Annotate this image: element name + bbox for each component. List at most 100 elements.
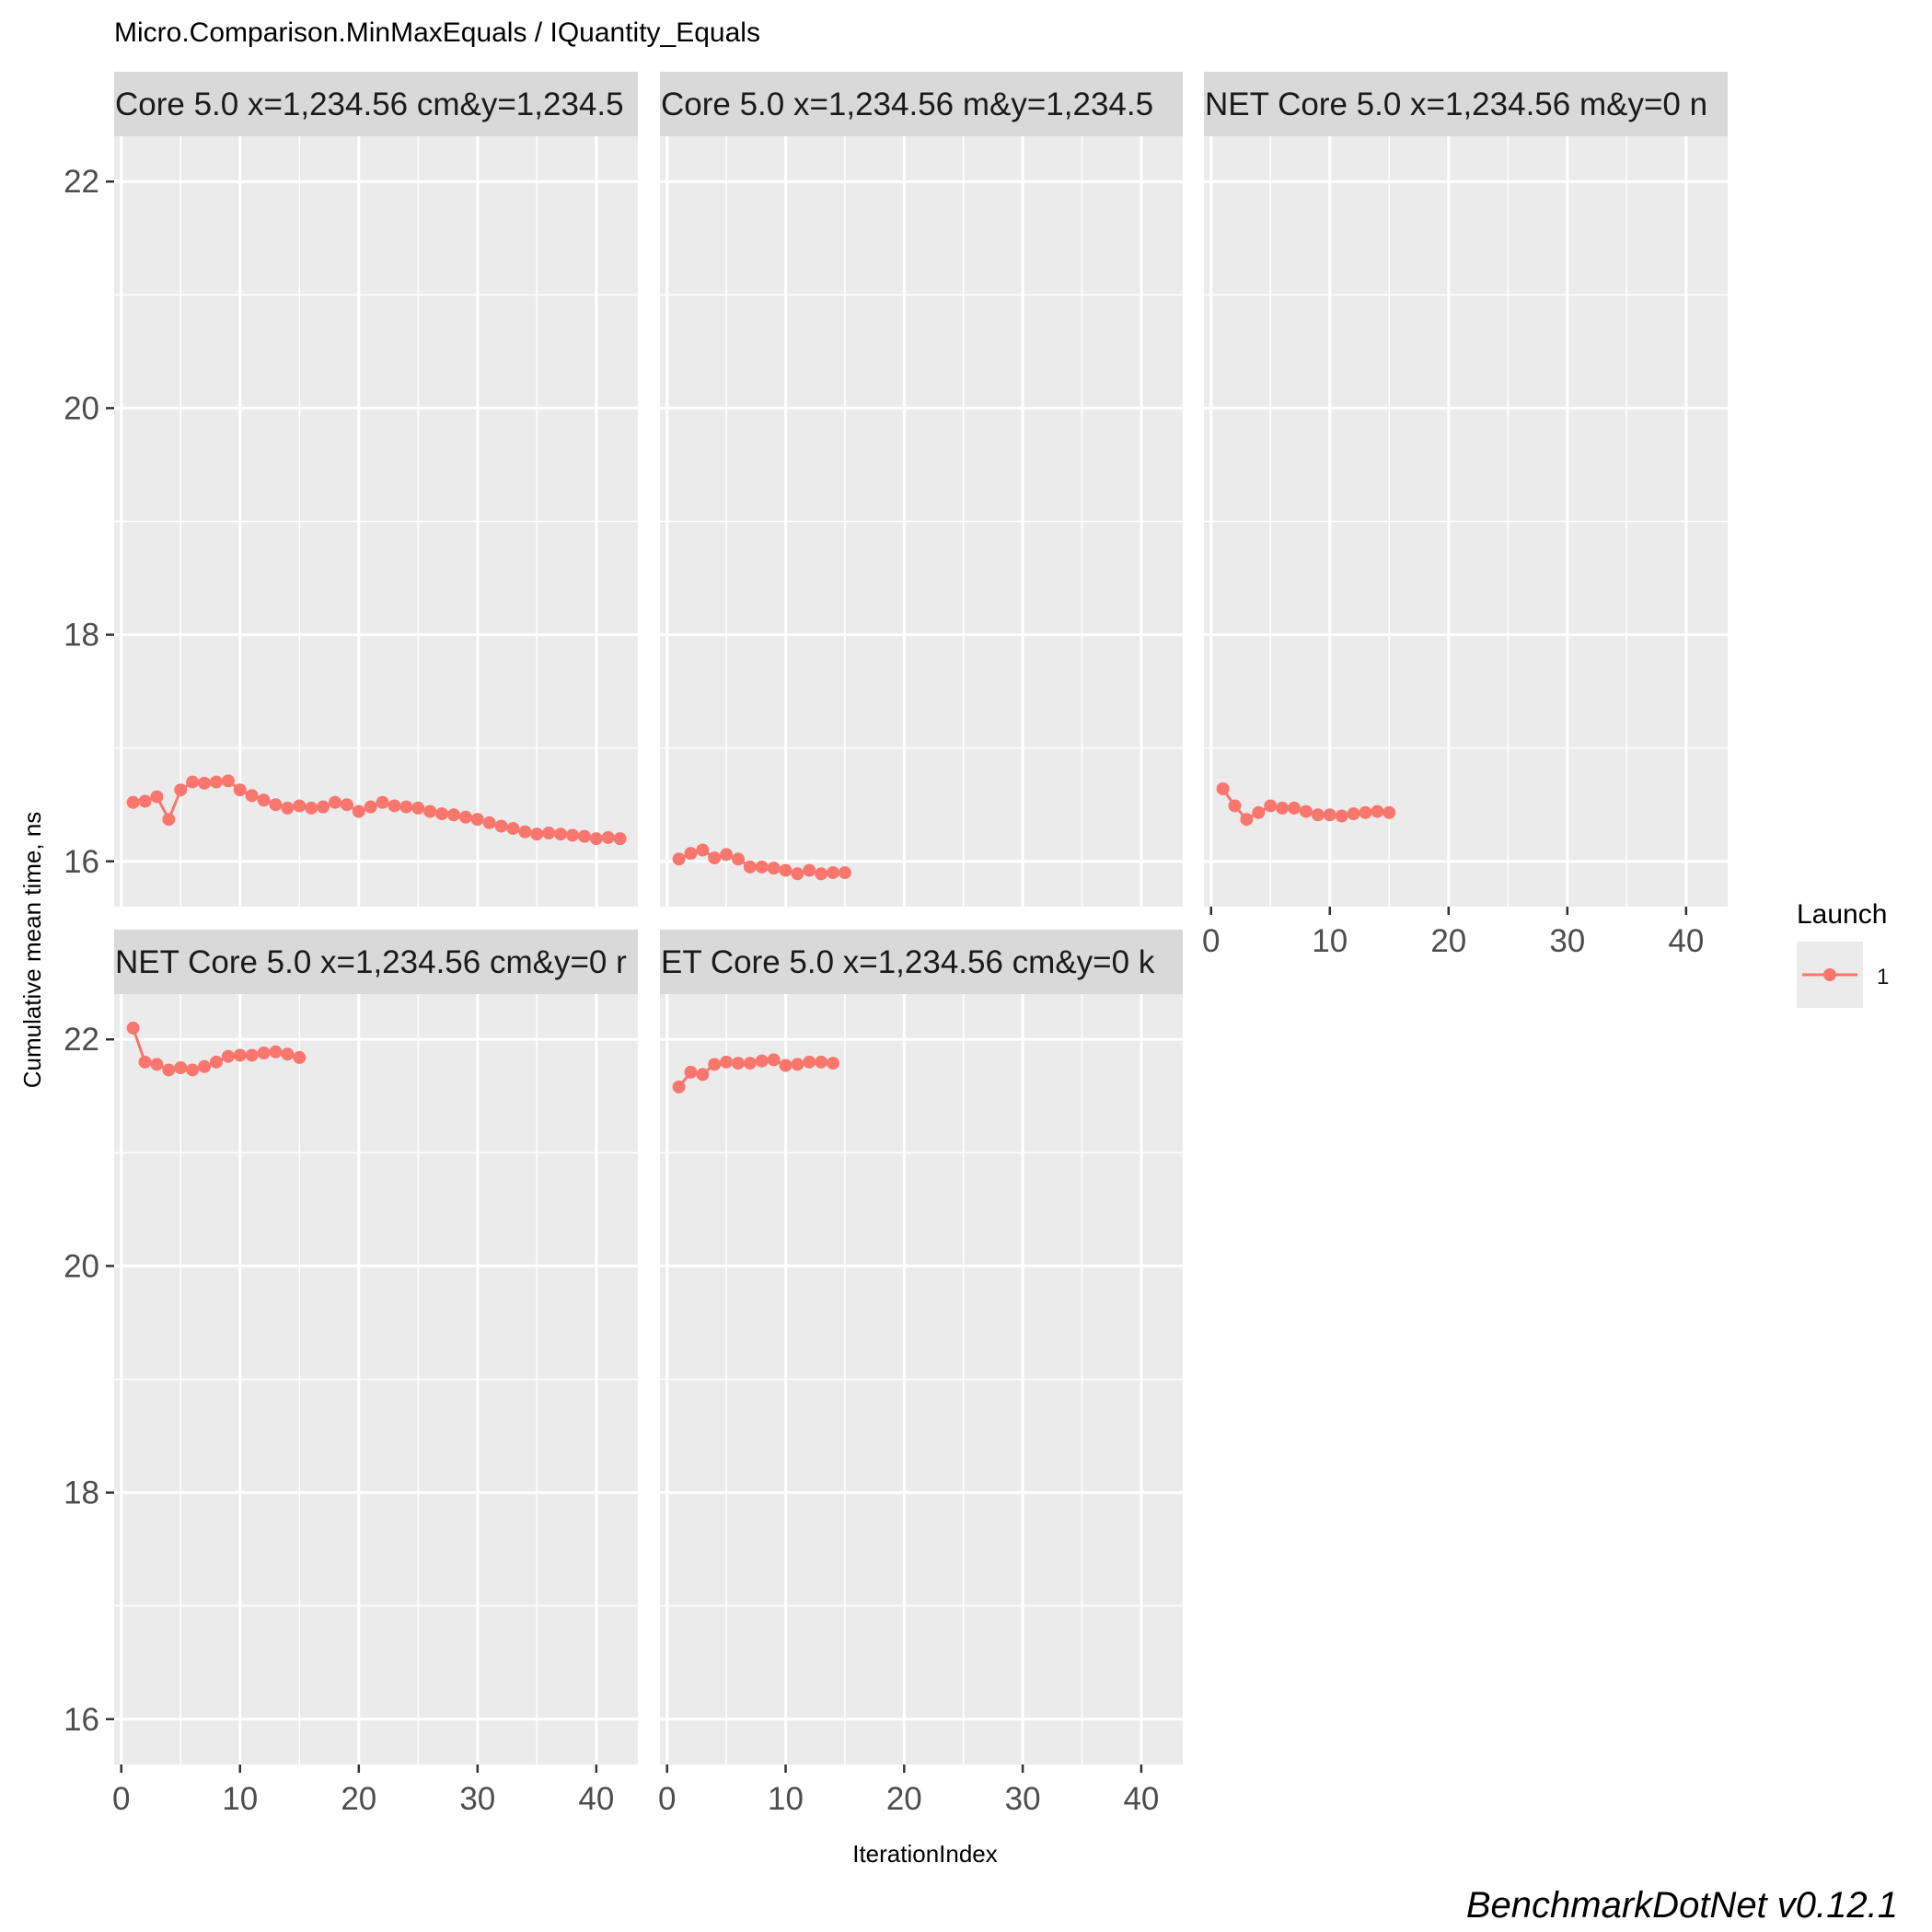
data-point [174, 783, 188, 797]
data-point [566, 828, 580, 842]
facet-panels: Core 5.0 x=1,234.56 cm&y=1,234.5 16 18 20 22… [64, 72, 1728, 1817]
facet-strip-label: Core 5.0 x=1,234.56 cm&y=1,234.5 [115, 87, 624, 122]
data-point [352, 804, 365, 818]
data-point [245, 789, 259, 803]
facet-strip-label: ET Core 5.0 x=1,234.56 cm&y=0 k [661, 944, 1155, 980]
y-tick-label: 16 [64, 1702, 99, 1738]
data-point [1335, 809, 1348, 823]
data-point [720, 848, 734, 862]
x-tick-label: 10 [1312, 923, 1348, 959]
data-point [305, 801, 318, 815]
data-point [708, 1058, 722, 1071]
data-point [827, 866, 840, 880]
data-point [150, 790, 164, 804]
data-point [209, 775, 223, 789]
data-point [530, 827, 544, 841]
data-point [1240, 813, 1254, 827]
data-point [162, 1063, 176, 1077]
data-point [613, 832, 627, 846]
data-point [1323, 808, 1336, 822]
data-point [708, 851, 722, 865]
data-point [340, 798, 353, 812]
facet-strip [114, 930, 638, 994]
data-point [1299, 804, 1313, 818]
chart-title: Micro.Comparison.MinMaxEquals / IQuantit… [114, 17, 760, 48]
legend-title: Launch [1797, 899, 1887, 930]
data-point [221, 1049, 235, 1063]
data-point [506, 822, 520, 836]
facet-strip-label: NET Core 5.0 x=1,234.56 m&y=0 n [1205, 87, 1707, 122]
facet-panel: NET Core 5.0 x=1,234.56 cm&y=0 r 16 18 20 22… [64, 930, 638, 1817]
x-tick-label: 0 [658, 1781, 676, 1817]
legend-key-point [1823, 968, 1836, 981]
y-tick-label: 18 [64, 618, 99, 654]
data-point [198, 1059, 212, 1073]
data-point [233, 1048, 247, 1062]
data-point [1228, 799, 1242, 813]
data-point [257, 1047, 271, 1060]
benchmarkdotnet-watermark: BenchmarkDotNet v0.12.1 [1466, 1885, 1898, 1926]
facet-strip-label: Core 5.0 x=1,234.56 m&y=1,234.5 [661, 87, 1153, 122]
data-point [364, 800, 377, 814]
data-point [328, 795, 341, 809]
data-point [411, 801, 425, 815]
facet-strip-label: NET Core 5.0 x=1,234.56 cm&y=0 r [115, 944, 627, 980]
data-point [1311, 808, 1325, 822]
data-point [518, 825, 532, 839]
x-tick-label: 10 [222, 1781, 258, 1817]
data-point [1288, 801, 1301, 815]
data-point [720, 1055, 734, 1069]
data-point [198, 776, 212, 790]
data-point [542, 826, 556, 839]
data-point [482, 816, 496, 829]
data-point [684, 1065, 698, 1079]
data-point [257, 793, 271, 807]
data-point [838, 866, 851, 880]
data-point [779, 863, 792, 877]
data-point [162, 813, 176, 827]
data-point [494, 819, 508, 833]
data-point [791, 1058, 804, 1071]
data-point [577, 829, 591, 843]
facet-panel: Core 5.0 x=1,234.56 m&y=1,234.5 [660, 72, 1183, 907]
x-tick-label: 30 [1005, 1781, 1041, 1817]
facet-strip [114, 72, 638, 136]
data-point [815, 1055, 828, 1069]
data-point [281, 801, 295, 815]
data-point [186, 1063, 200, 1077]
facet-panel: NET Core 5.0 x=1,234.56 m&y=0 n 0 10 20 30 40 [1202, 72, 1728, 959]
data-point [827, 1057, 840, 1070]
facet-strip [1204, 72, 1728, 136]
data-point [470, 813, 484, 827]
data-point [767, 862, 781, 875]
data-point [601, 830, 615, 844]
data-point [554, 827, 568, 841]
data-point [791, 867, 804, 881]
data-point [458, 810, 472, 824]
data-point [138, 1055, 152, 1069]
data-point [743, 860, 757, 873]
data-point [138, 794, 152, 808]
data-point [684, 847, 698, 861]
y-axis-label: Cumulative mean time, ns [18, 812, 46, 1089]
data-point [376, 795, 389, 809]
data-point [767, 1053, 781, 1067]
data-point [435, 807, 449, 821]
data-point [1264, 799, 1278, 813]
y-tick-label: 18 [64, 1475, 99, 1511]
data-point [399, 800, 413, 814]
data-point [1216, 781, 1230, 795]
data-point [423, 804, 437, 818]
y-tick-label: 20 [64, 1248, 99, 1284]
data-point [672, 1080, 686, 1093]
data-point [732, 852, 746, 866]
data-point [1359, 805, 1372, 819]
data-point [245, 1048, 259, 1062]
data-point [732, 1057, 746, 1070]
data-point [815, 867, 828, 881]
data-point [1347, 807, 1360, 821]
data-point [150, 1058, 164, 1071]
x-tick-label: 20 [1430, 923, 1466, 959]
x-tick-label: 20 [886, 1781, 922, 1817]
y-tick-label: 22 [64, 164, 99, 200]
